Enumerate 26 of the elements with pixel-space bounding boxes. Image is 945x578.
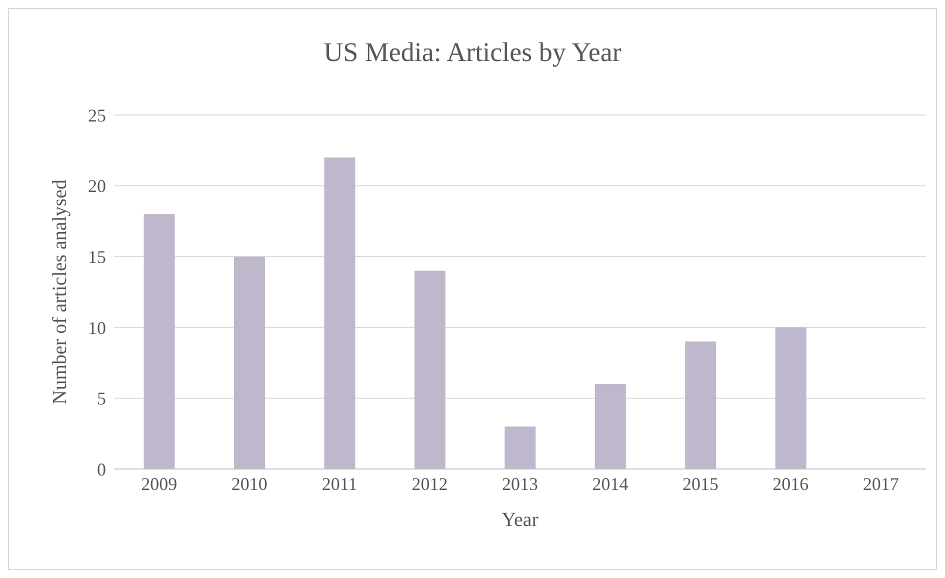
x-tick-label: 2014 xyxy=(592,474,628,494)
bar xyxy=(775,327,806,469)
bar xyxy=(144,214,175,469)
y-tick-label: 25 xyxy=(88,105,106,126)
bar xyxy=(234,256,265,469)
y-axis-title: Number of articles analysed xyxy=(49,180,72,404)
y-tick-label: 0 xyxy=(97,459,106,480)
x-tick-label: 2010 xyxy=(231,474,268,494)
x-tick-label: 2013 xyxy=(502,474,538,494)
x-tick-label: 2016 xyxy=(772,474,809,494)
x-axis-title: Year xyxy=(502,509,539,531)
x-tick-label: 2017 xyxy=(862,474,899,494)
y-tick-label: 15 xyxy=(88,246,106,267)
bar xyxy=(414,270,446,469)
bar xyxy=(685,342,716,469)
bar xyxy=(504,426,536,469)
y-tick-label: 5 xyxy=(97,388,106,409)
chart-title: US Media: Articles by Year xyxy=(322,37,622,68)
bar xyxy=(324,157,356,469)
x-tick-label: 2012 xyxy=(412,474,448,494)
bar xyxy=(594,384,626,469)
x-tick-label: 2009 xyxy=(141,474,178,494)
x-tick-label: 2011 xyxy=(322,474,358,494)
y-tick-label: 20 xyxy=(88,176,106,196)
y-tick-label: 10 xyxy=(88,318,106,338)
x-tick-label: 2015 xyxy=(682,474,718,494)
